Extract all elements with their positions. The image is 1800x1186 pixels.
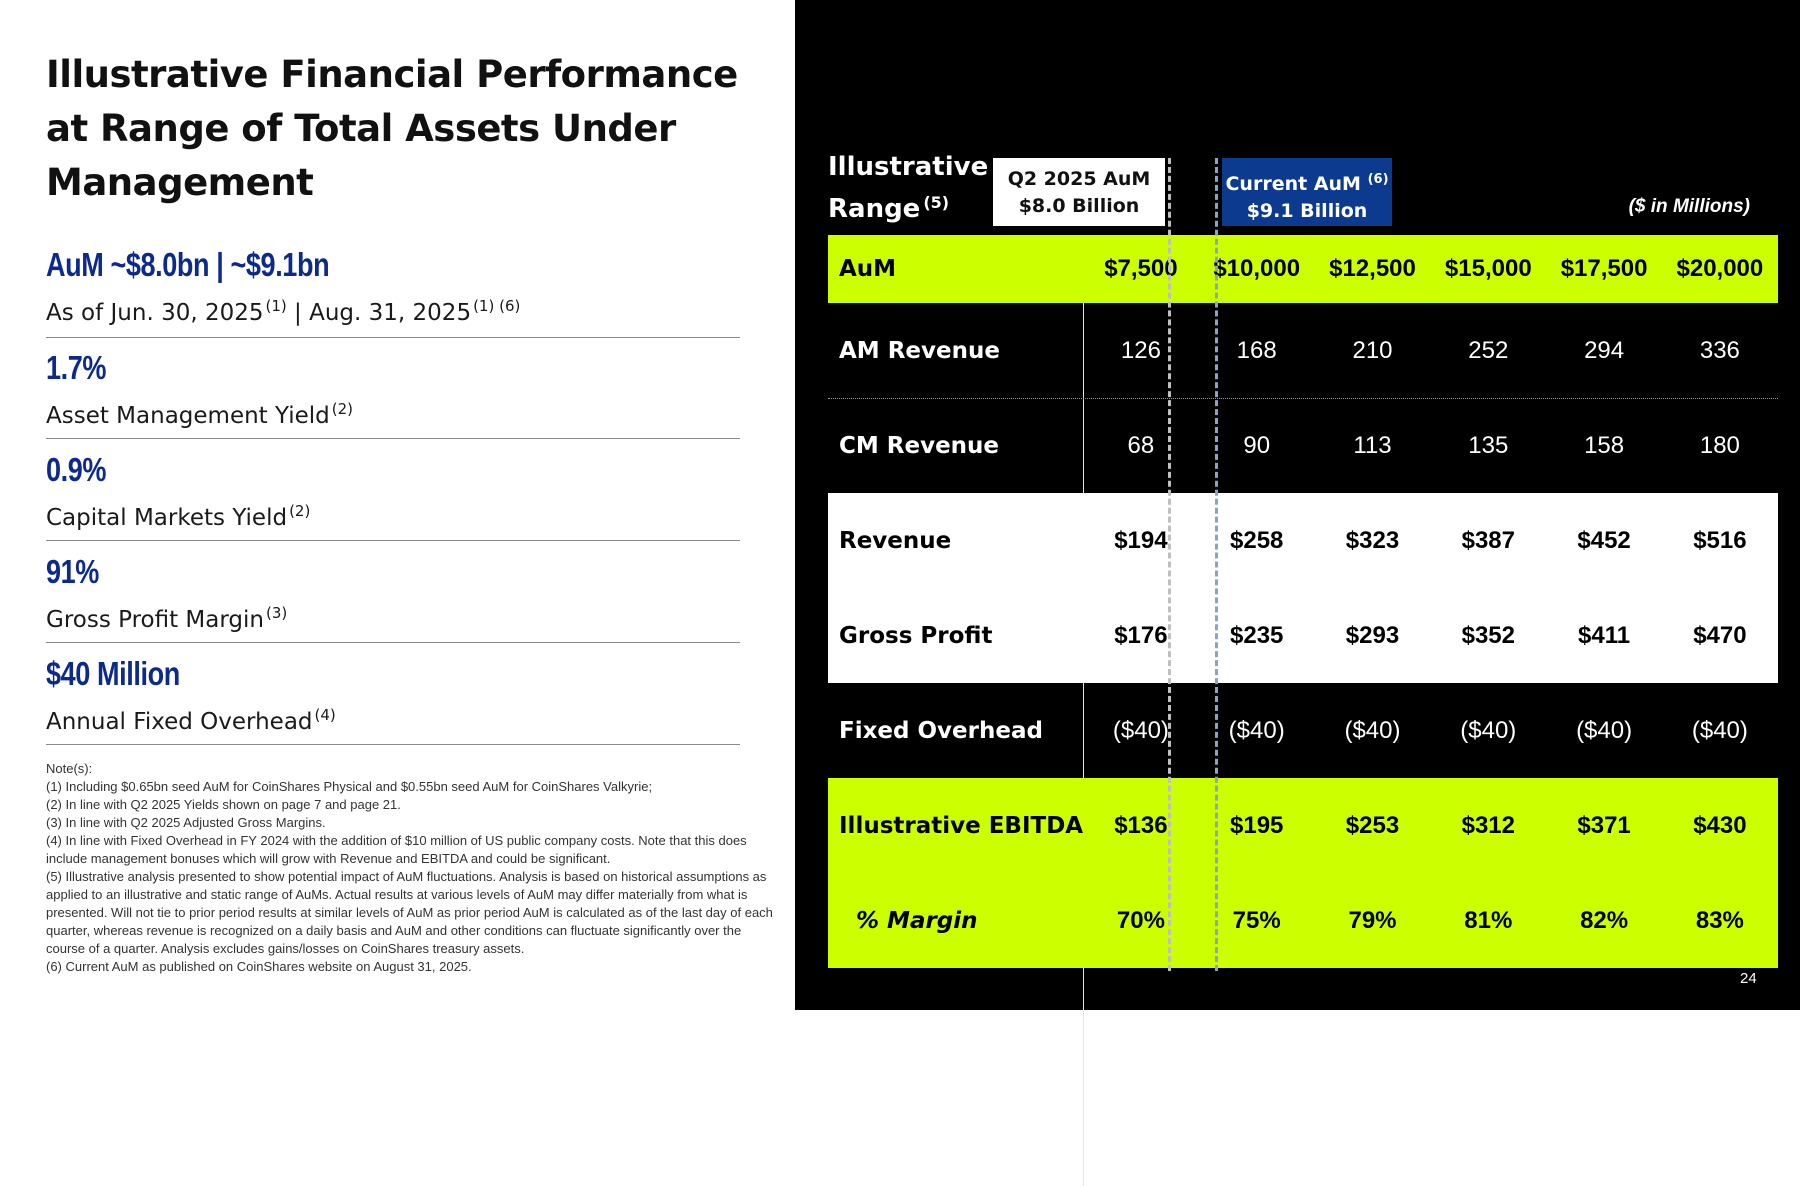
- row-label: % Margin: [856, 907, 978, 934]
- table-row: Gross Profit $176 $235 $293 $352 $411 $4…: [828, 588, 1778, 683]
- table-row: % Margin 70% 75% 79% 81% 82% 83%: [828, 873, 1778, 968]
- table-cell: $371: [1577, 811, 1631, 839]
- table-cell: 294: [1584, 336, 1625, 364]
- stat-fixed-overhead: $40 Million Annual Fixed Overhead (4): [46, 654, 740, 745]
- row-label: Revenue: [839, 527, 952, 554]
- table-cell: ($40): [1228, 716, 1285, 744]
- footnotes: Note(s): (1) Including $0.65bn seed AuM …: [46, 760, 776, 976]
- table-row: AM Revenue 126 168 210 252 294 336: [828, 303, 1778, 398]
- table-cell: 252: [1468, 336, 1509, 364]
- footnote: (3) In line with Q2 2025 Adjusted Gross …: [46, 815, 326, 830]
- table-cell: 210: [1352, 336, 1393, 364]
- stat-am-yield: 1.7% Asset Management Yield (2): [46, 348, 740, 439]
- stat-label: Annual Fixed Overhead (4): [46, 706, 336, 735]
- table-cell: 168: [1236, 336, 1277, 364]
- current-aum-callout: Current AuM (6) $9.1 Billion: [1222, 158, 1392, 226]
- table-cell: $194: [1114, 526, 1168, 554]
- table-row: CM Revenue 68 90 113 135 158 180: [828, 398, 1778, 493]
- table-cell: ($40): [1112, 716, 1169, 744]
- table-cell: 126: [1120, 336, 1161, 364]
- row-label: CM Revenue: [839, 432, 1000, 459]
- table-cell: 158: [1584, 431, 1625, 459]
- table-cell: $411: [1578, 621, 1631, 649]
- table-cell: $7,500: [1104, 255, 1178, 282]
- stat-gross-margin: 91% Gross Profit Margin (3): [46, 552, 740, 643]
- stat-value: 0.9%: [46, 451, 107, 488]
- footnote: (2) In line with Q2 2025 Yields shown on…: [46, 797, 401, 812]
- row-label: Gross Profit: [839, 622, 993, 649]
- footnote: (4) In line with Fixed Overhead in FY 20…: [46, 833, 747, 866]
- table-cell: $387: [1461, 526, 1515, 554]
- table-cell: $293: [1345, 621, 1400, 649]
- table-cell: $352: [1461, 621, 1515, 649]
- table-row: Illustrative EBITDA $136 $195 $253 $312 …: [828, 778, 1778, 873]
- q2-aum-callout: Q2 2025 AuM $8.0 Billion: [993, 158, 1165, 226]
- table-cell: 180: [1699, 431, 1740, 459]
- table-cell: 70%: [1116, 906, 1165, 934]
- stat-label: As of Jun. 30, 2025 (1) | Aug. 31, 2025 (1…: [46, 297, 521, 326]
- range-label: Illustrative Range (5): [828, 152, 989, 224]
- stat-cm-yield: 0.9% Capital Markets Yield (2): [46, 450, 740, 541]
- table-cell: $452: [1577, 526, 1631, 554]
- page-title: Illustrative Financial Performance at Ra…: [46, 53, 738, 204]
- table-cell: $20,000: [1676, 255, 1764, 282]
- stat-label: Gross Profit Margin (3): [46, 604, 288, 633]
- q2-aum-marker: [1168, 158, 1171, 971]
- table-cell: 83%: [1695, 906, 1744, 934]
- stat-value: 1.7%: [46, 349, 107, 386]
- table-cell: $235: [1230, 621, 1284, 649]
- table-row: AuM $7,500 $10,000 $12,500 $15,000 $17,5…: [828, 235, 1778, 303]
- row-label: Illustrative EBITDA: [839, 812, 1084, 839]
- table-cell: 135: [1468, 431, 1509, 459]
- footnote: (6) Current AuM as published on CoinShar…: [46, 959, 472, 974]
- table-cell: $15,000: [1444, 255, 1532, 282]
- table-cell: $516: [1693, 526, 1747, 554]
- stat-value: 91%: [46, 553, 99, 590]
- row-divider: [828, 398, 1778, 399]
- stat-label: Capital Markets Yield (2): [46, 502, 311, 531]
- table-cell: 68: [1127, 431, 1155, 459]
- left-panel: [0, 0, 795, 1010]
- stat-label: Asset Management Yield (2): [46, 400, 354, 429]
- stat-value: $40 Million: [46, 655, 180, 692]
- table-cell: ($40): [1576, 716, 1633, 744]
- table-cell: $12,500: [1329, 255, 1416, 282]
- footnote: (5) Illustrative analysis presented to s…: [46, 869, 773, 956]
- row-label: Fixed Overhead: [839, 717, 1043, 744]
- table-row: Fixed Overhead ($40) ($40) ($40) ($40) (…: [828, 683, 1778, 778]
- table-cell: 82%: [1580, 906, 1629, 934]
- table-cell: $10,000: [1213, 255, 1301, 282]
- table-cell: 81%: [1464, 906, 1513, 934]
- table-cell: $136: [1114, 811, 1168, 839]
- units-label: ($ in Millions): [1628, 196, 1750, 217]
- table-cell: 90: [1243, 431, 1271, 459]
- footnote: Note(s):: [46, 761, 93, 776]
- table-cell: 336: [1699, 336, 1740, 364]
- table-cell: ($40): [1691, 716, 1748, 744]
- table-cell: ($40): [1344, 716, 1401, 744]
- column-separator: [1083, 235, 1084, 1186]
- current-aum-marker: [1215, 158, 1218, 971]
- table-cell: $312: [1461, 811, 1515, 839]
- footnote: (1) Including $0.65bn seed AuM for CoinS…: [46, 779, 653, 794]
- table-cell: $253: [1345, 811, 1400, 839]
- table-cell: 75%: [1232, 906, 1281, 934]
- table-cell: ($40): [1460, 716, 1517, 744]
- table-cell: 79%: [1348, 906, 1397, 934]
- page-number: 24: [1740, 970, 1757, 987]
- table-cell: $17,500: [1560, 255, 1648, 282]
- table-cell: $176: [1114, 621, 1168, 649]
- table-cell: $430: [1693, 811, 1747, 839]
- row-label: AM Revenue: [839, 337, 1000, 364]
- table-cell: $470: [1693, 621, 1747, 649]
- stat-aum: AuM ~$8.0bn | ~$9.1bn As of Jun. 30, 202…: [46, 245, 740, 338]
- table-cell: 113: [1353, 431, 1392, 459]
- table-cell: $258: [1230, 526, 1284, 554]
- table-row: Revenue $194 $258 $323 $387 $452 $516: [828, 493, 1778, 588]
- row-label: AuM: [839, 256, 897, 282]
- stat-value: AuM ~$8.0bn | ~$9.1bn: [46, 246, 330, 283]
- table-cell: $323: [1345, 526, 1400, 554]
- table-cell: $195: [1230, 811, 1284, 839]
